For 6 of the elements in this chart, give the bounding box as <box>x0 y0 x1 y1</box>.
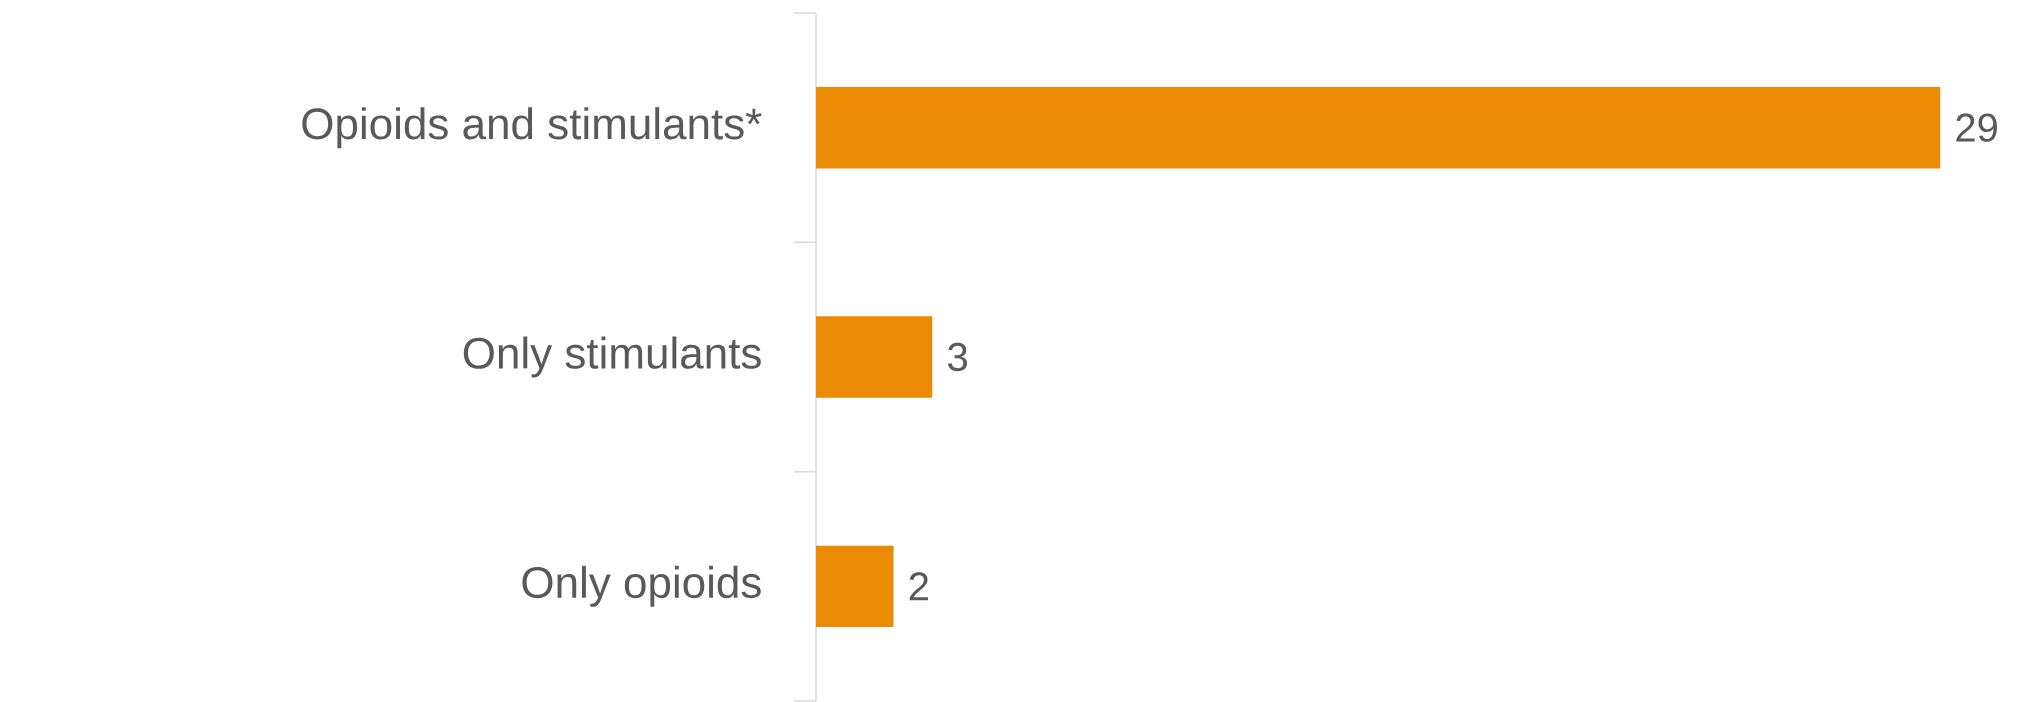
y-tick-label: Only stimulants <box>463 336 761 378</box>
data-label: 3 <box>948 342 967 372</box>
data-label: 2 <box>909 572 928 601</box>
y-tick-label: Opioids and stimulants* <box>302 107 762 149</box>
y-tick-label: Only opioids <box>522 565 761 607</box>
data-label: 29 <box>1956 113 1997 142</box>
